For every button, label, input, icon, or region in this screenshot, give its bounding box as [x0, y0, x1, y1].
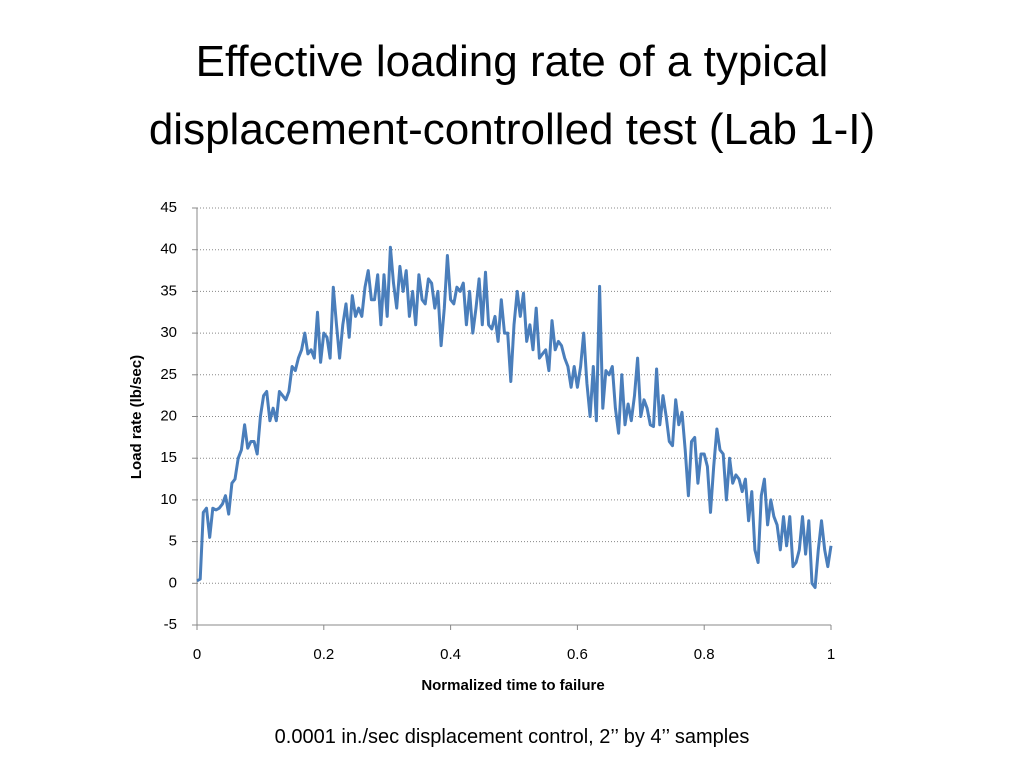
y-tick-label: 35	[160, 282, 177, 299]
chart: Normalized time to failure Load rate (lb…	[128, 199, 835, 694]
y-tick-label: 45	[160, 199, 177, 216]
data-line	[196, 245, 833, 589]
slide-title: Effective loading rate of a typical disp…	[148, 37, 876, 154]
y-tick-label: 25	[160, 366, 177, 383]
y-tick-label: 20	[160, 407, 177, 424]
x-tick-label: 0.8	[694, 646, 715, 663]
y-axis-label: Load rate (lb/sec)	[128, 355, 145, 479]
x-tick-label: 1	[827, 646, 835, 663]
y-tick-label: -5	[164, 616, 177, 633]
x-axis-label: Normalized time to failure	[421, 677, 604, 694]
x-tick-label: 0.2	[313, 646, 334, 663]
y-tick-label: 30	[160, 324, 177, 341]
y-tick-label: 40	[160, 241, 177, 258]
x-tick-label: 0	[193, 646, 201, 663]
x-tick-label: 0.4	[440, 646, 461, 663]
caption: 0.0001 in./sec displacement control, 2’’…	[274, 726, 750, 748]
y-tick-label: 10	[160, 491, 177, 508]
y-tick-label: 15	[160, 449, 177, 466]
y-tick-label: 0	[169, 574, 177, 591]
x-tick-label: 0.6	[567, 646, 588, 663]
y-tick-label: 5	[169, 533, 177, 550]
